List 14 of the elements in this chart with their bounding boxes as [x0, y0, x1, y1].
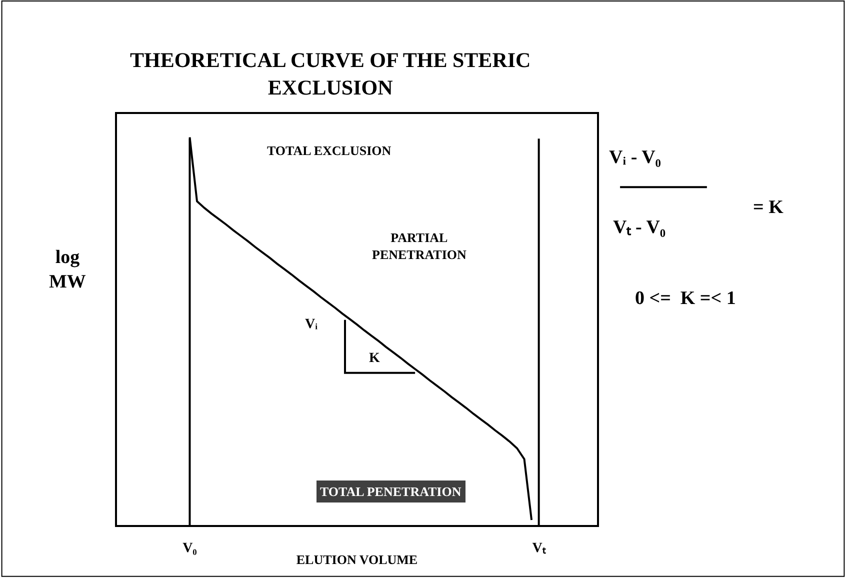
- x-tick-label: V₀: [182, 540, 197, 556]
- text: = K: [753, 197, 784, 218]
- chart-title: THEORETICAL CURVE OF THE STERIC EXCLUSION: [130, 48, 531, 100]
- annotation: Vᵢ: [305, 317, 318, 332]
- text: Vₜ - V₀: [613, 217, 666, 238]
- annotation: TOTAL EXCLUSION: [267, 143, 392, 158]
- y-axis-title: log MW: [49, 247, 86, 293]
- x-tick-label: Vₜ: [532, 540, 546, 556]
- annotation: TOTAL PENETRATION: [320, 484, 462, 499]
- annotation: PARTIAL PENETRATION: [372, 230, 467, 262]
- x-axis-title: ELUTION VOLUME: [296, 552, 418, 567]
- text: 0 <= K =< 1: [635, 288, 736, 309]
- annotation: K: [369, 351, 380, 366]
- text: Vᵢ - V₀: [609, 147, 662, 168]
